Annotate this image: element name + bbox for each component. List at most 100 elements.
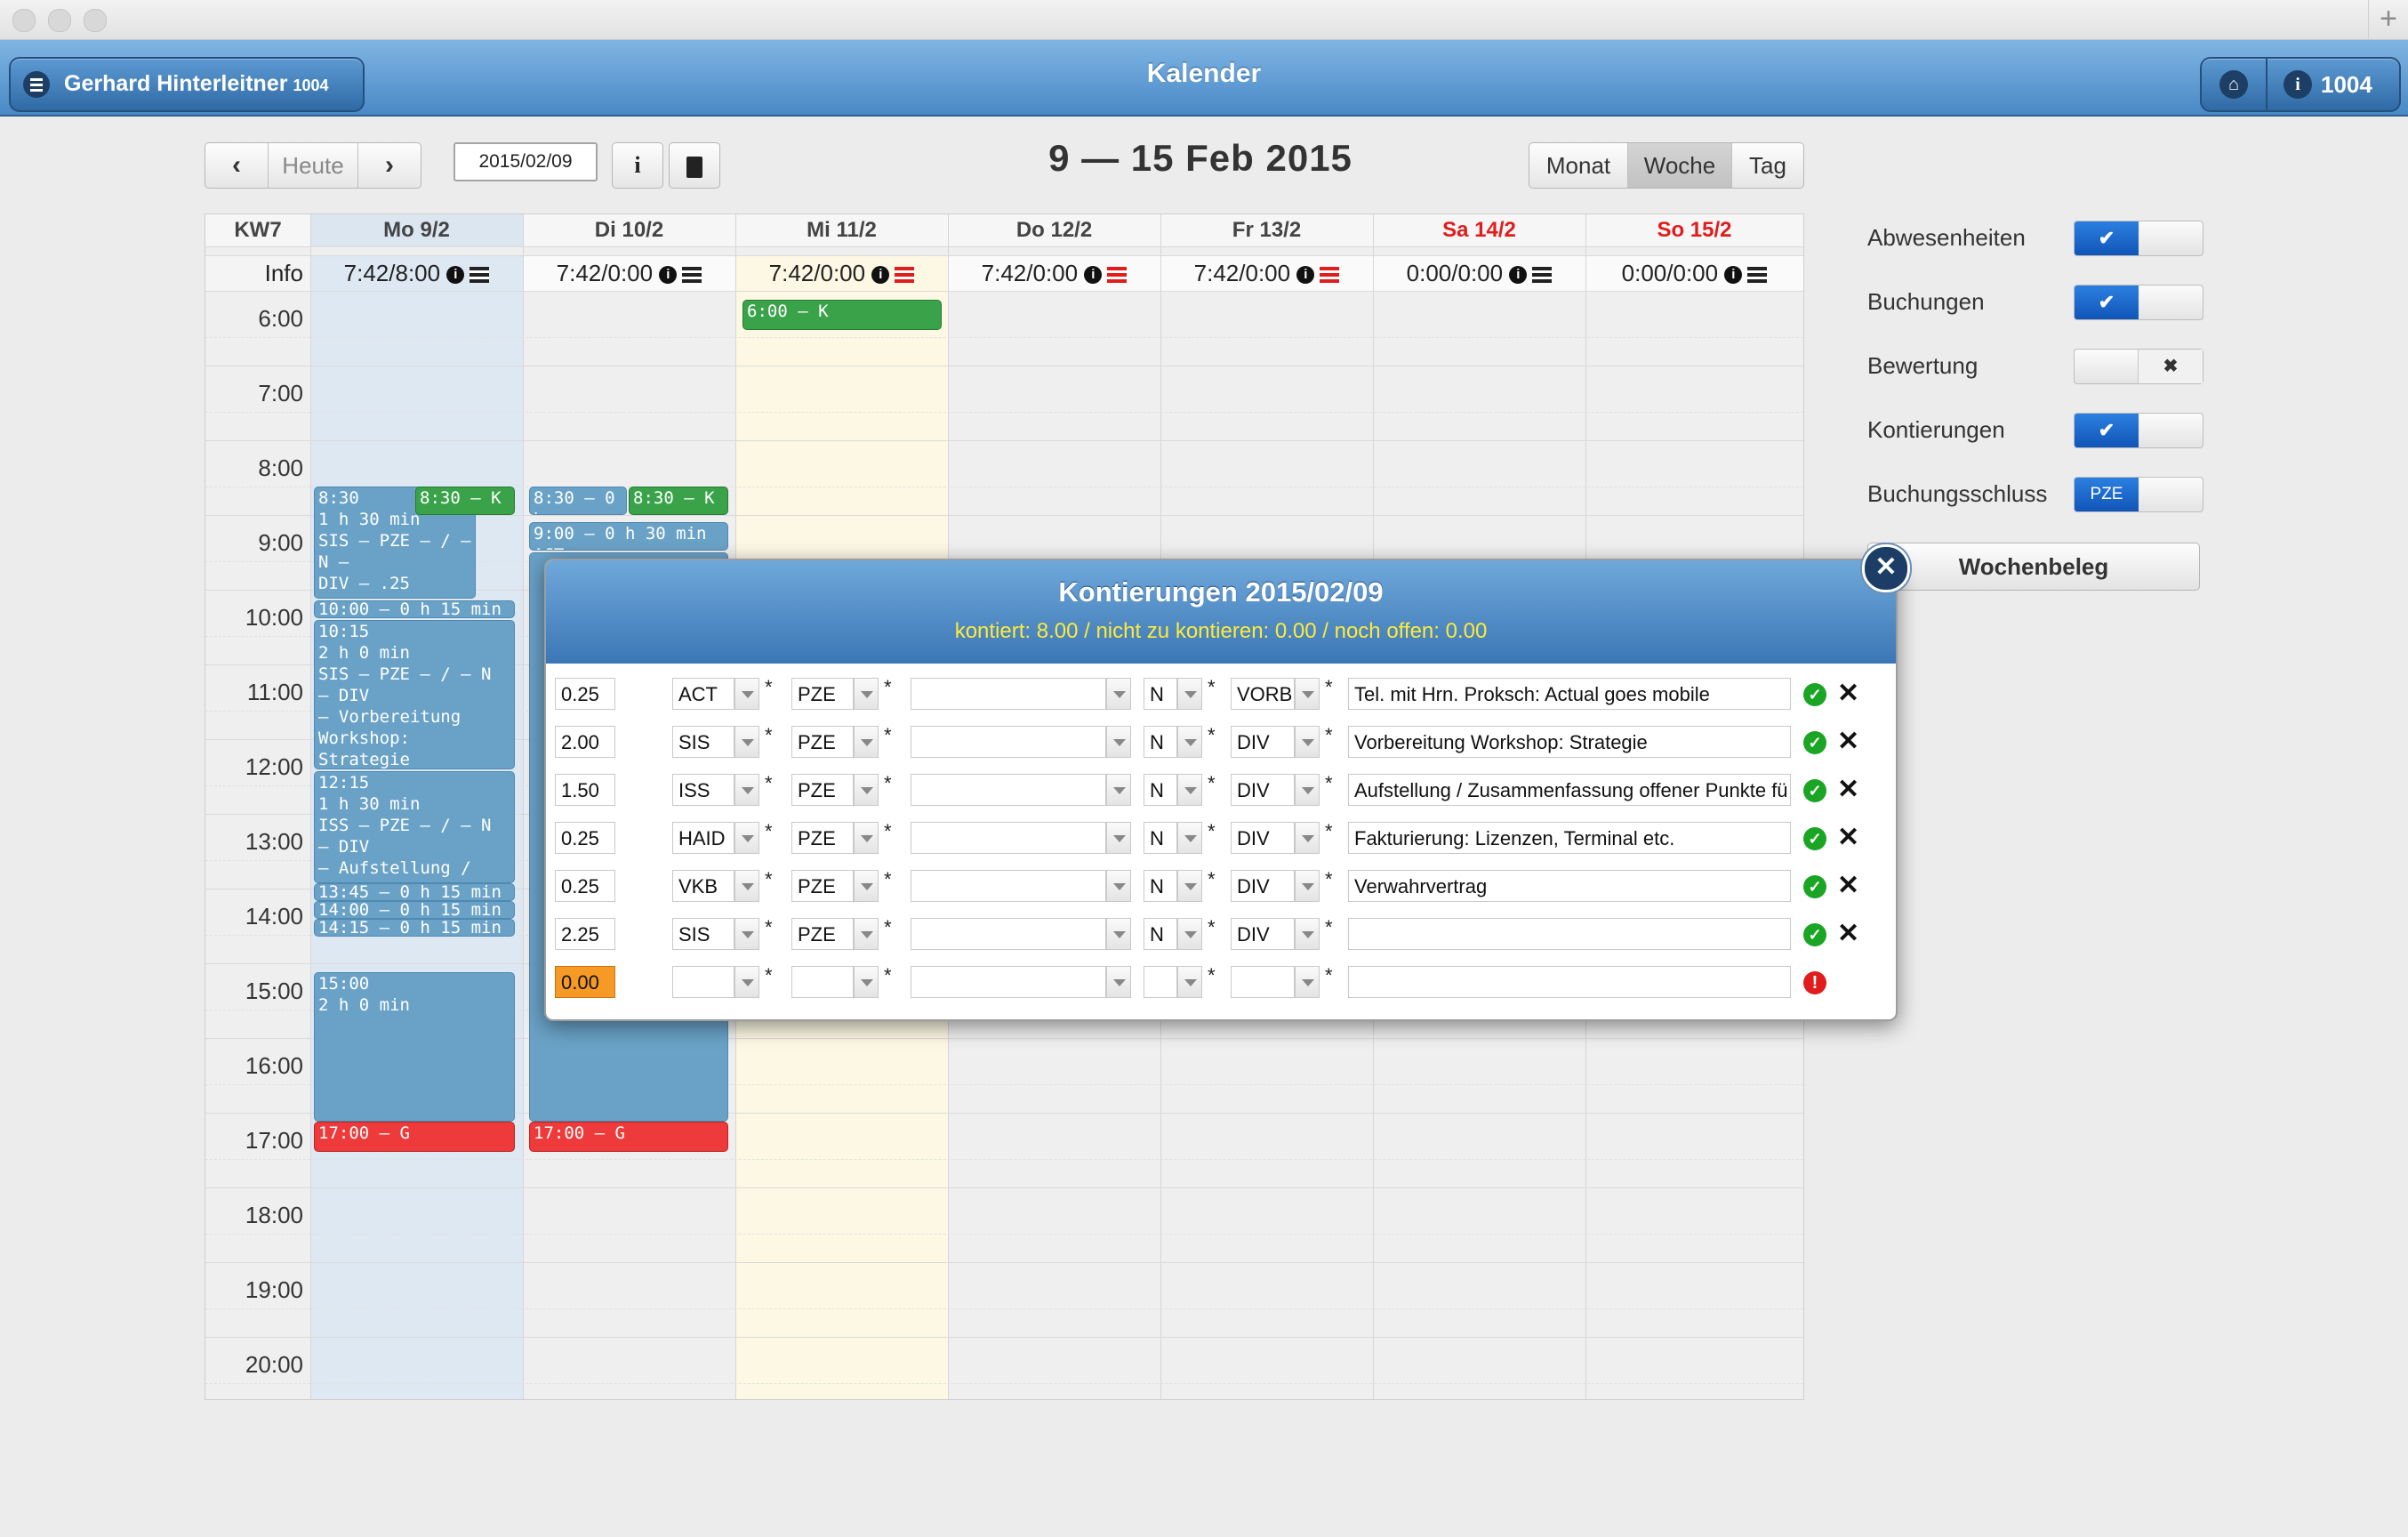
chevron-down-icon[interactable] [854,870,879,902]
project-select[interactable] [911,774,1106,806]
description-input[interactable]: Tel. mit Hrn. Proksch: Actual goes mobil… [1348,678,1791,710]
calendar-event-k[interactable]: 8:30 – K [415,487,515,515]
hours-input[interactable]: 0.00 [555,966,615,998]
day-header-fr[interactable]: Fr 13/2 [1160,214,1374,247]
day-header-sa[interactable]: Sa 14/2 [1373,214,1586,247]
type-select[interactable]: PZE [791,726,854,758]
category-select[interactable]: DIV [1231,870,1295,902]
activity-select[interactable]: ACT [672,678,734,710]
project-select[interactable] [911,678,1106,710]
chevron-down-icon[interactable] [1295,774,1320,806]
chevron-down-icon[interactable] [1295,966,1320,998]
chevron-down-icon[interactable] [854,966,879,998]
category-select[interactable]: DIV [1231,774,1295,806]
calendar-event[interactable]: 15:00 2 h 0 min [314,972,515,1122]
flag-select[interactable] [1144,966,1177,998]
new-tab-plus-icon[interactable]: + [2368,0,2408,39]
calendar-event[interactable]: 10:00 – 0 h 15 min AC [314,600,515,618]
chevron-down-icon[interactable] [854,726,879,758]
chevron-down-icon[interactable] [1106,678,1131,710]
chevron-down-icon[interactable] [734,726,759,758]
chevron-down-icon[interactable] [1106,822,1131,854]
flag-select[interactable]: N [1144,918,1177,950]
project-select[interactable] [911,726,1106,758]
hours-input[interactable]: 2.25 [555,918,615,950]
day-header-mo[interactable]: Mo 9/2 [310,214,524,247]
activity-select[interactable] [672,966,734,998]
day-header-so[interactable]: So 15/2 [1585,214,1803,247]
calendar-event[interactable]: 12:15 1 h 30 min ISS – PZE – / – N – DIV… [314,771,515,883]
document-icon-button[interactable] [669,142,720,189]
calendar-event[interactable]: 14:00 – 0 h 15 min VK [314,901,515,919]
category-select[interactable]: DIV [1231,822,1295,854]
view-month-button[interactable]: Monat [1529,143,1628,188]
chevron-down-icon[interactable] [854,822,879,854]
flag-select[interactable]: N [1144,870,1177,902]
description-input[interactable]: Aufstellung / Zusammenfassung offener Pu… [1348,774,1791,806]
flag-select[interactable]: N [1144,726,1177,758]
calendar-event-k[interactable]: 8:30 – K [629,487,728,515]
hours-input[interactable]: 0.25 [555,870,615,902]
confirm-check-icon[interactable]: ✓ [1803,683,1826,706]
activity-select[interactable]: VKB [672,870,734,902]
chevron-down-icon[interactable] [1177,870,1202,902]
type-select[interactable]: PZE [791,822,854,854]
type-select[interactable]: PZE [791,678,854,710]
project-select[interactable] [911,822,1106,854]
calendar-event[interactable]: 14:15 – 0 h 15 min SIS [314,919,515,937]
calendar-event-g[interactable]: 17:00 – G [529,1122,728,1152]
type-select[interactable]: PZE [791,774,854,806]
chevron-down-icon[interactable] [854,918,879,950]
info-icon[interactable]: i [2284,70,2312,99]
prev-arrow-icon[interactable]: ‹ [205,143,269,188]
category-select[interactable]: VORB [1231,678,1295,710]
day-header-di[interactable]: Di 10/2 [523,214,736,247]
view-week-button[interactable]: Woche [1628,143,1732,188]
chevron-down-icon[interactable] [1177,774,1202,806]
delete-x-icon[interactable]: ✕ [1837,727,1860,756]
delete-x-icon[interactable]: ✕ [1837,871,1860,900]
next-arrow-icon[interactable]: › [385,150,394,180]
project-select[interactable] [911,966,1106,998]
chevron-down-icon[interactable] [734,918,759,950]
chevron-down-icon[interactable] [1177,678,1202,710]
type-select[interactable]: PZE [791,918,854,950]
delete-x-icon[interactable]: ✕ [1837,679,1860,708]
delete-x-icon[interactable]: ✕ [1837,823,1860,852]
chevron-down-icon[interactable] [1106,966,1131,998]
window-zoom-dot[interactable] [84,9,107,32]
toggle-buchungsschluss[interactable]: PZE [2074,477,2203,512]
flag-select[interactable]: N [1144,822,1177,854]
chevron-down-icon[interactable] [1106,726,1131,758]
toggle-bewertung[interactable]: ✖ [2074,349,2203,384]
calendar-event[interactable]: 8:30 – 0 h [529,487,627,515]
chevron-down-icon[interactable] [854,774,879,806]
flag-select[interactable]: N [1144,678,1177,710]
confirm-check-icon[interactable]: ✓ [1803,731,1826,754]
description-input[interactable] [1348,918,1791,950]
chevron-down-icon[interactable] [1177,822,1202,854]
chevron-down-icon[interactable] [854,678,879,710]
hours-input[interactable]: 0.25 [555,678,615,710]
day-info-fr[interactable]: 7:42/0:00 i [1160,255,1374,291]
home-icon[interactable]: ⌂ [2219,70,2248,99]
chevron-down-icon[interactable] [1177,966,1202,998]
chevron-down-icon[interactable] [1295,822,1320,854]
day-info-do[interactable]: 7:42/0:00 i [948,255,1161,291]
today-button[interactable]: Heute [269,143,358,188]
day-info-mi[interactable]: 7:42/0:00 i [735,255,949,291]
chevron-down-icon[interactable] [734,870,759,902]
hours-input[interactable]: 0.25 [555,822,615,854]
window-close-dot[interactable] [12,9,36,32]
confirm-check-icon[interactable]: ✓ [1803,923,1826,946]
delete-x-icon[interactable]: ✕ [1837,775,1860,804]
type-select[interactable] [791,966,854,998]
day-info-mo[interactable]: 7:42/8:00 i [310,255,524,291]
type-select[interactable]: PZE [791,870,854,902]
chevron-down-icon[interactable] [1295,918,1320,950]
chevron-down-icon[interactable] [1295,870,1320,902]
chevron-down-icon[interactable] [734,678,759,710]
confirm-check-icon[interactable]: ✓ [1803,827,1826,850]
user-menu-button[interactable]: Gerhard Hinterleitner 1004 [9,57,365,112]
calendar-event[interactable]: 10:15 2 h 0 min SIS – PZE – / – N – DIV … [314,620,515,769]
